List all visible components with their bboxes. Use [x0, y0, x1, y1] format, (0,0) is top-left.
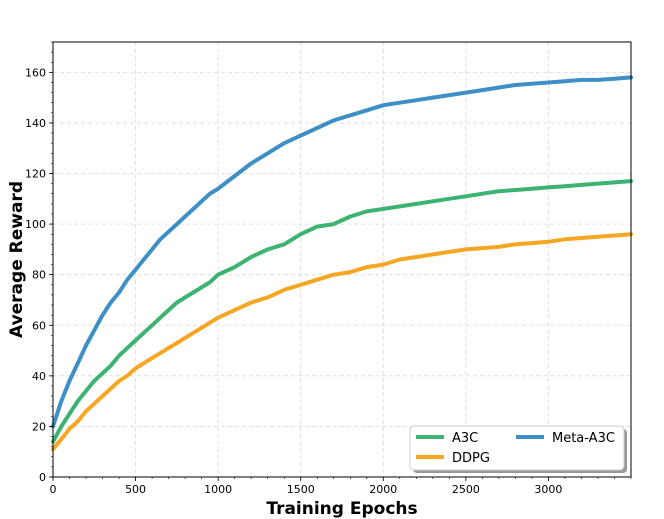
axis-ticks: 0 500 1000 1500 2000 2500 3000 0 20 40 60 80 100 120 1…: [25, 41, 632, 496]
y-axis-title: Average Reward: [7, 181, 27, 338]
legend-label: Meta-A3C: [552, 431, 615, 446]
x-tick-label: 2500: [452, 483, 480, 496]
y-tick-label: 60: [32, 319, 46, 332]
x-axis-title: Training Epochs: [266, 499, 417, 519]
series-line-a3c: [51, 179, 633, 444]
series-line-meta-a3c: [51, 75, 633, 429]
y-tick-label: 140: [25, 117, 46, 130]
x-tick-label: 500: [125, 483, 146, 496]
legend-label: A3C: [452, 431, 478, 446]
legend: A3C DDPG Meta-A3C: [409, 425, 627, 473]
y-tick-label: 40: [32, 370, 46, 383]
y-tick-label: 20: [32, 420, 46, 433]
series-line-ddpg: [51, 232, 633, 452]
y-tick-label: 100: [25, 218, 46, 231]
x-tick-label: 1500: [287, 483, 315, 496]
x-tick-label: 0: [50, 483, 57, 496]
y-tick-label: 0: [39, 471, 46, 484]
x-tick-label: 3000: [534, 483, 562, 496]
grid: [52, 42, 631, 478]
legend-box: [409, 425, 625, 471]
x-tick-label: 2000: [369, 483, 397, 496]
legend-label: DDPG: [452, 451, 490, 466]
y-tick-label: 80: [32, 269, 46, 282]
series-layer: [51, 75, 633, 452]
plot-frame: [52, 41, 632, 478]
y-tick-label: 120: [25, 168, 46, 181]
y-tick-label: 160: [25, 66, 46, 79]
x-tick-label: 1000: [204, 483, 232, 496]
